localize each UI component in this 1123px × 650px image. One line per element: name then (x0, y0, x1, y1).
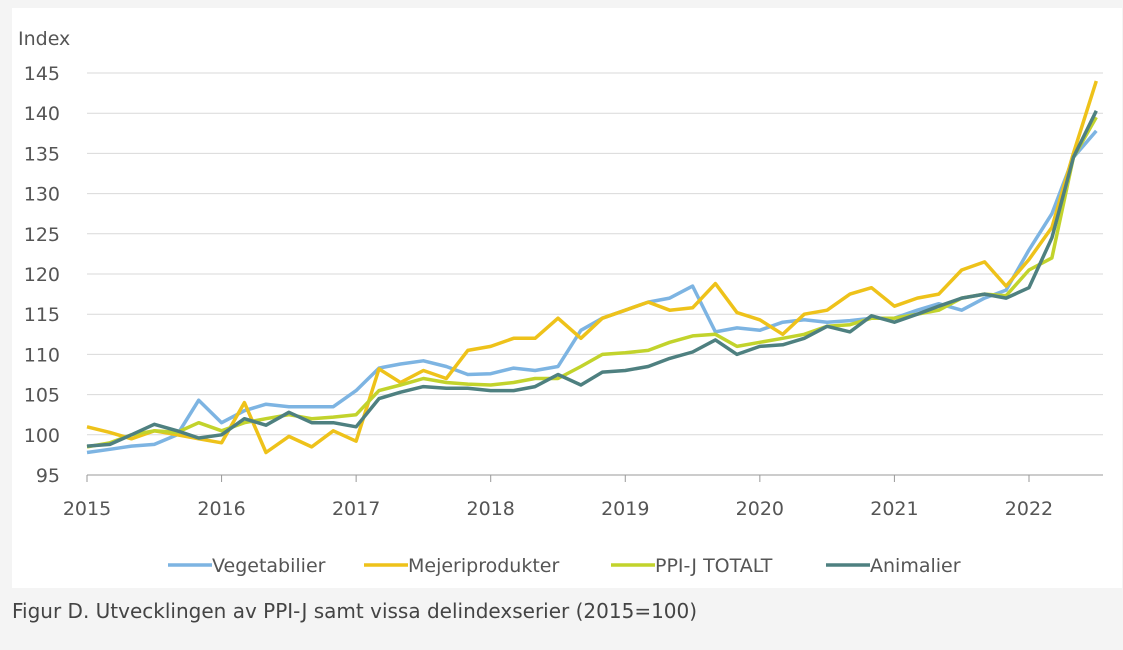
y-tick-label: 110 (24, 344, 60, 366)
x-tick-label: 2021 (870, 498, 918, 520)
x-tick-label: 2016 (197, 498, 245, 520)
line-series (86, 80, 1098, 455)
x-tick-label: 2019 (601, 498, 649, 520)
y-tick-label: 135 (24, 143, 60, 165)
legend-label: Mejeriprodukter (408, 555, 559, 577)
y-tick-label: 140 (24, 103, 60, 125)
x-tick-label: 2015 (63, 498, 111, 520)
x-tick-label: 2020 (736, 498, 784, 520)
y-tick-label: 100 (24, 425, 60, 447)
caption: Figur D. Utvecklingen av PPI-J samt viss… (12, 599, 697, 623)
y-tick-label: 130 (24, 184, 60, 206)
y-tick-label: 115 (24, 304, 60, 326)
legend-label: PPI-J TOTALT (655, 555, 773, 577)
line-series (86, 129, 1098, 455)
plot-background (12, 8, 1122, 588)
y-tick-label: 125 (24, 224, 60, 246)
legend-label: Animalier (870, 555, 961, 577)
x-tick-label: 2018 (467, 498, 515, 520)
y-tick-label: 105 (24, 385, 60, 407)
y-tick-label: 120 (24, 264, 60, 286)
legend-label: Vegetabilier (212, 555, 326, 577)
y-tick-label: 95 (36, 465, 60, 487)
x-tick-label: 2022 (1005, 498, 1053, 520)
x-tick-label: 2017 (332, 498, 380, 520)
y-axis-label: Index (18, 28, 70, 50)
y-tick-label: 145 (24, 63, 60, 85)
line-series (86, 110, 1098, 448)
